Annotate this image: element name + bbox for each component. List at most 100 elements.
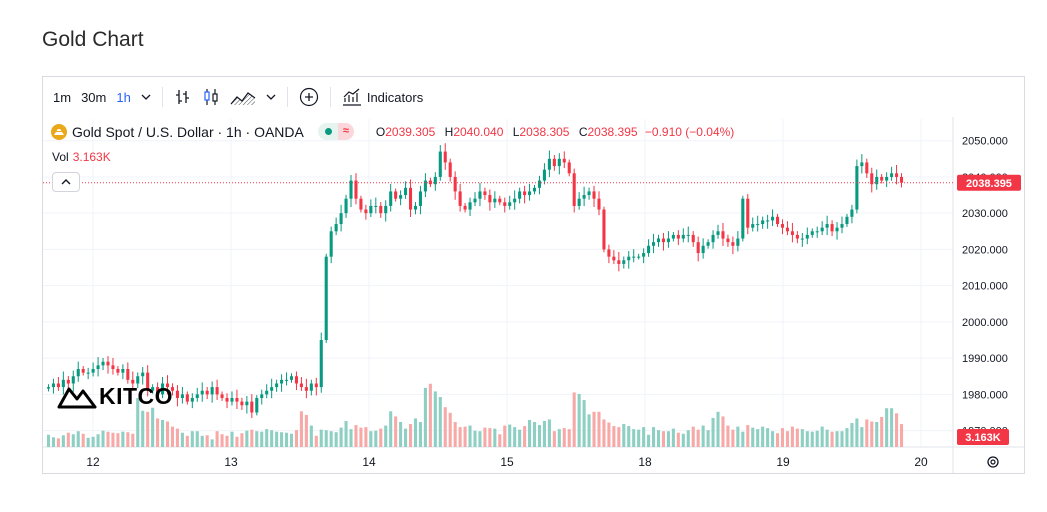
candle-body <box>56 383 60 388</box>
candle-body <box>523 191 527 196</box>
settings-gear-icon[interactable] <box>987 456 999 468</box>
volume-bar <box>537 425 542 447</box>
volume-bar <box>488 428 492 447</box>
interval-1h-button[interactable]: 1h <box>116 89 131 105</box>
volume-bar <box>775 433 780 447</box>
open-label: O <box>375 124 386 139</box>
volume-bar <box>845 428 849 447</box>
interval-dropdown-button[interactable] <box>136 83 156 111</box>
candle-body <box>111 365 115 369</box>
delayed-data-icon: ≈ <box>337 123 354 140</box>
candle-body <box>399 195 403 199</box>
ohlc-values: O2039.305 H2040.040 L2038.305 C2038.395 … <box>370 125 734 139</box>
last-price-badge <box>957 174 1021 191</box>
candle-body <box>562 158 566 163</box>
x-tick-label: 14 <box>362 455 376 469</box>
volume-bar <box>260 431 264 447</box>
volume-bar <box>656 430 661 447</box>
candle-body <box>210 387 214 395</box>
candle-body <box>334 224 338 232</box>
volume-bar <box>76 431 80 447</box>
candle-body <box>324 256 328 341</box>
volume-bar <box>319 429 323 447</box>
candle-body <box>706 242 710 246</box>
candle-body <box>855 166 859 210</box>
bar-chart-style-button[interactable] <box>169 83 197 111</box>
candle-body <box>587 191 591 196</box>
chart-legend: Gold Spot / U.S. Dollar · 1h · OANDA ≈ O… <box>51 123 734 140</box>
indicators-button[interactable]: Indicators <box>337 83 428 111</box>
candle-body <box>175 390 179 398</box>
x-tick-label: 19 <box>776 455 790 469</box>
candle-body <box>289 376 294 380</box>
volume-bar <box>855 418 859 447</box>
candle-body <box>240 401 244 406</box>
candle-body <box>815 231 819 233</box>
volume-bar <box>408 424 413 447</box>
volume-bar <box>761 426 765 447</box>
candle-body <box>895 173 899 177</box>
volume-bar <box>354 425 358 447</box>
candle-body <box>875 176 879 185</box>
volume-bar <box>800 429 804 447</box>
candle-body <box>250 401 254 413</box>
volume-bar <box>448 412 452 447</box>
volume-bar <box>294 430 298 447</box>
volume-bar <box>865 419 869 447</box>
candle-body <box>200 390 204 395</box>
indicators-label: Indicators <box>366 89 424 105</box>
volume-bar <box>205 435 209 447</box>
volume-bar <box>364 427 368 447</box>
candle-body <box>542 169 546 181</box>
symbol-title[interactable]: Gold Spot / U.S. Dollar · 1h · OANDA <box>72 123 304 140</box>
volume-bar <box>552 431 556 447</box>
compare-symbol-button[interactable] <box>294 83 324 111</box>
candle-body <box>314 383 318 388</box>
candle-body <box>513 198 517 203</box>
volume-bar <box>180 432 184 447</box>
volume-bar <box>389 411 393 447</box>
market-status-badge[interactable]: ≈ <box>317 123 354 140</box>
candle-body <box>617 260 621 264</box>
candles-style-button[interactable] <box>197 83 225 111</box>
chart-style-dropdown-button[interactable] <box>261 83 281 111</box>
candle-body <box>185 394 189 402</box>
candle-body <box>627 256 631 261</box>
candle-body <box>825 224 829 228</box>
interval-1m-button[interactable]: 1m <box>53 89 72 105</box>
candle-body <box>820 227 824 232</box>
high-value: 2040.040 <box>453 124 504 139</box>
chevron-down-icon <box>141 94 151 100</box>
volume-bar <box>716 411 720 447</box>
volume-bar <box>91 436 95 447</box>
candlestick-chart[interactable]: 2050.0002040.0002030.0002020.0002010.000… <box>43 77 1024 473</box>
candle-body <box>537 180 542 188</box>
volume-bar <box>141 410 145 447</box>
volume-bar <box>870 421 874 447</box>
volume-bar <box>810 431 814 447</box>
volume-bar <box>299 411 303 447</box>
market-open-dot-icon <box>324 128 332 135</box>
volume-bar <box>528 419 532 447</box>
volume-bar <box>428 383 432 447</box>
candle-body <box>637 256 641 258</box>
candle-body <box>86 372 90 374</box>
candle-body <box>701 245 705 254</box>
interval-30m-button[interactable]: 30m <box>81 89 107 105</box>
volume-bar <box>612 426 616 447</box>
y-tick-label: 2050.000 <box>962 136 1008 148</box>
area-style-button[interactable] <box>225 83 261 111</box>
volume-bar <box>503 425 507 447</box>
volume-bar <box>200 435 204 447</box>
collapse-legend-button[interactable] <box>52 172 80 192</box>
volume-bar <box>711 417 715 447</box>
volume-bar <box>751 427 755 447</box>
volume-bar <box>265 429 269 447</box>
candle-body <box>230 397 234 402</box>
volume-bar <box>369 431 373 447</box>
volume-bar <box>225 435 229 447</box>
volume-bar <box>215 431 219 447</box>
chart-toolbar: 1m 30m 1h Indicators <box>43 77 1024 117</box>
volume-bar <box>156 418 160 447</box>
volume-bar <box>592 411 596 447</box>
